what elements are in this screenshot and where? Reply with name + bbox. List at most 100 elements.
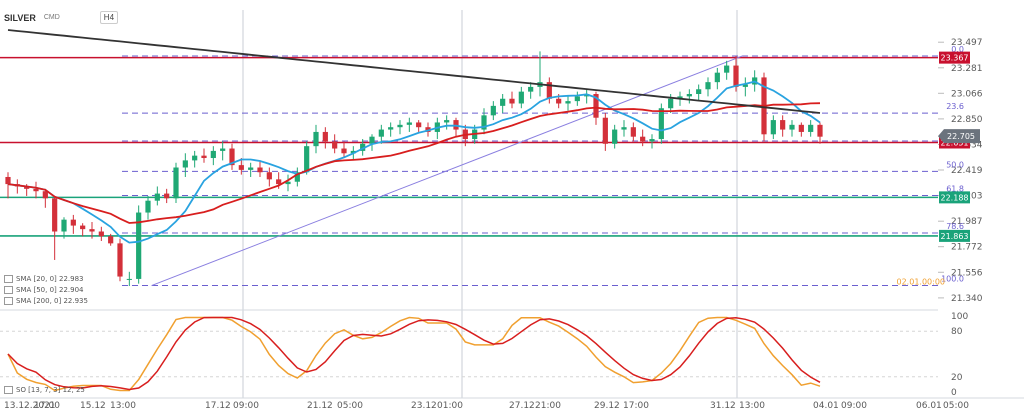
- so-tick-label: 0: [951, 388, 957, 398]
- current-price-label: 22.705: [947, 132, 975, 141]
- so-d-line: [7, 316, 821, 391]
- candle-body: [248, 167, 254, 170]
- candle-body: [350, 150, 356, 154]
- candle-body: [500, 98, 506, 106]
- candle-body: [490, 105, 496, 116]
- candle-body: [640, 136, 646, 142]
- candle-body: [360, 143, 366, 151]
- candle-body: [565, 101, 571, 104]
- time-tick-label: 29.12: [594, 401, 620, 411]
- candle-body: [509, 98, 515, 104]
- candle-body: [546, 82, 552, 99]
- candle-body: [556, 98, 562, 104]
- candle-body: [154, 193, 160, 201]
- candle-body: [80, 225, 86, 230]
- candle-body: [658, 108, 664, 140]
- fib-level-label: 78.6: [946, 222, 964, 231]
- symbol-name[interactable]: SILVER: [4, 12, 36, 23]
- candle-body: [285, 181, 291, 185]
- candle-body: [378, 129, 384, 137]
- time-tick-label: 23.12: [411, 401, 437, 411]
- price-tick-label: 21.556: [951, 268, 983, 278]
- price-tick-label: 21.340: [951, 294, 983, 304]
- candle-body: [192, 155, 198, 161]
- level-price-tag: [939, 191, 970, 204]
- trendline: [151, 55, 743, 287]
- legend-sma50-label: SMA [50, 0] 22.904: [16, 286, 84, 294]
- candle-body: [52, 198, 58, 232]
- sma200-line: [7, 29, 821, 114]
- candle-body: [201, 155, 207, 159]
- legend-sma20-label: SMA [20, 0] 22.983: [16, 275, 84, 283]
- legend-sma50[interactable]: SMA [50, 0] 22.904: [4, 286, 84, 294]
- price-tick-label: 22.850: [951, 115, 983, 125]
- time-tick-label: 17:00: [34, 401, 60, 411]
- sma50-line: [7, 102, 821, 224]
- candle-body: [733, 65, 739, 87]
- fib-level-label: 61.8: [946, 184, 964, 193]
- price-tick-label: 21.987: [951, 217, 983, 227]
- indicator-settings-icon[interactable]: [4, 297, 13, 305]
- legend-sma200[interactable]: SMA [200, 0] 22.935: [4, 297, 88, 305]
- candle-body: [322, 131, 328, 142]
- so-tick-label: 20: [951, 373, 963, 383]
- indicator-settings-icon[interactable]: [4, 286, 13, 294]
- candle-body: [145, 200, 151, 213]
- candle-body: [229, 148, 235, 166]
- candle-body: [677, 96, 683, 99]
- candle-body: [173, 167, 179, 199]
- legend-sma20[interactable]: SMA [20, 0] 22.983: [4, 275, 84, 283]
- candle-body: [630, 127, 636, 137]
- fib-level-label: 100.0: [941, 275, 964, 284]
- candle-body: [528, 86, 534, 92]
- candle-body: [5, 176, 11, 185]
- sma20-line: [7, 80, 821, 244]
- candle-body: [24, 186, 30, 189]
- candle-body: [332, 141, 338, 149]
- candle-body: [266, 172, 272, 180]
- price-tick-label: 23.281: [951, 64, 983, 74]
- candle-body: [313, 131, 319, 147]
- candle-body: [136, 212, 142, 279]
- time-tick-label: 21.12: [307, 401, 333, 411]
- legend-so-label: SO [13, 7, 3] 12, 25: [16, 386, 85, 394]
- time-tick-label: 06.01: [916, 401, 942, 411]
- candle-body: [108, 236, 114, 244]
- candle-body: [705, 82, 711, 90]
- candle-body: [649, 139, 655, 142]
- time-tick-label: 13:00: [110, 401, 136, 411]
- candle-body: [98, 231, 104, 237]
- candle-body: [817, 124, 823, 137]
- level-price-tag: [939, 51, 970, 64]
- candle-body: [798, 124, 804, 132]
- candle-body: [164, 193, 170, 199]
- candle-body: [808, 124, 814, 132]
- candle-body: [444, 120, 450, 123]
- time-tick-label: 09:00: [841, 401, 867, 411]
- indicator-settings-icon[interactable]: [4, 386, 13, 394]
- candle-body: [686, 94, 692, 97]
- candle-body: [780, 120, 786, 130]
- price-tick-label: 22.419: [951, 166, 983, 176]
- candle-body: [742, 84, 748, 87]
- candle-body: [117, 243, 123, 277]
- time-tick-label: 31.12: [710, 401, 736, 411]
- candle-body: [89, 229, 95, 232]
- candle-body: [789, 124, 795, 130]
- level-price-label: 22.188: [941, 193, 969, 202]
- candle-body: [210, 150, 216, 159]
- candle-body: [42, 191, 48, 199]
- legend-so[interactable]: SO [13, 7, 3] 12, 25: [4, 386, 85, 394]
- candle-body: [724, 65, 730, 73]
- indicator-settings-icon[interactable]: [4, 275, 13, 283]
- candle-body: [182, 160, 188, 168]
- candle-body: [369, 136, 375, 144]
- candle-body: [593, 94, 599, 118]
- candle-body: [304, 146, 310, 173]
- time-tick-label: 17:00: [623, 401, 649, 411]
- candle-body: [481, 115, 487, 130]
- candle-body: [518, 91, 524, 104]
- chart-header: SILVER CMD H4: [4, 11, 119, 24]
- timeframe-selector[interactable]: H4: [99, 11, 119, 24]
